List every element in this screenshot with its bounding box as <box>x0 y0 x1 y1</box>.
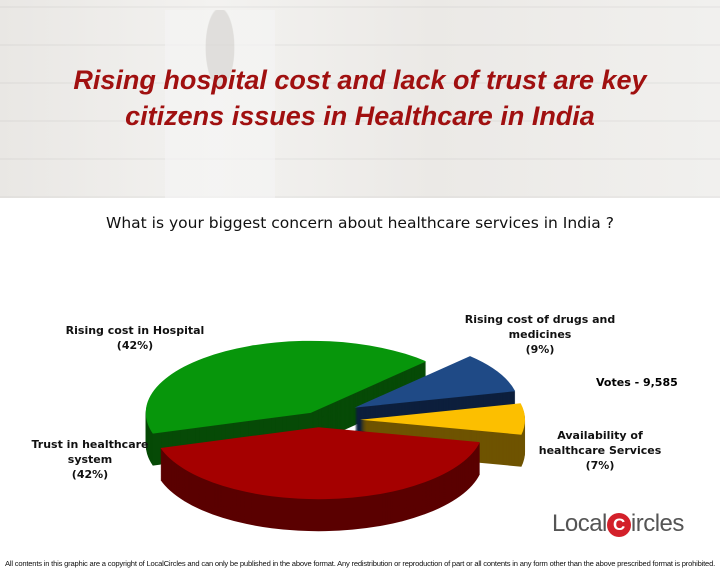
copyright-footer: All contents in this graphic are a copyr… <box>4 559 716 568</box>
pie-slice-top <box>359 403 525 435</box>
label-text: Rising cost in Hospital <box>65 324 205 337</box>
pie-slice <box>359 403 525 467</box>
pie-slice-top <box>354 356 516 408</box>
header-banner <box>0 0 720 198</box>
logo-text: ircles <box>630 510 685 537</box>
logo-text: Local <box>552 510 607 537</box>
label-text: Availability of <box>557 429 643 442</box>
label-text: medicines <box>508 328 572 341</box>
label-text: healthcare Services <box>538 444 662 457</box>
title-line-1: Rising hospital cost and lack of trust a… <box>73 65 647 95</box>
label-availability: Availability of healthcare Services (7%) <box>530 428 670 473</box>
label-drugs-cost: Rising cost of drugs and medicines (9%) <box>455 312 625 357</box>
votes-count: Votes - 9,585 <box>596 376 678 389</box>
label-text: system <box>67 453 113 466</box>
pie-slice <box>145 340 427 466</box>
label-text: Trust in healthcare <box>31 438 149 451</box>
chart-title: What is your biggest concern about healt… <box>106 214 614 232</box>
page-title: Rising hospital cost and lack of trust a… <box>0 62 720 134</box>
label-pct: (42%) <box>71 468 109 481</box>
logo-pin-icon: C <box>606 513 631 537</box>
pie-slice <box>160 427 480 532</box>
pie-slice-top <box>145 340 427 434</box>
label-hospital-cost: Rising cost in Hospital (42%) <box>55 323 215 353</box>
pie-slice-top <box>160 427 480 500</box>
label-pct: (7%) <box>585 459 615 472</box>
label-pct: (42%) <box>116 339 154 352</box>
label-text: Rising cost of drugs and <box>464 313 616 326</box>
label-pct: (9%) <box>525 343 555 356</box>
title-line-2: citizens issues in Healthcare in India <box>125 101 595 131</box>
label-trust: Trust in healthcare system (42%) <box>30 437 150 482</box>
pharmacist-photo <box>165 10 275 198</box>
